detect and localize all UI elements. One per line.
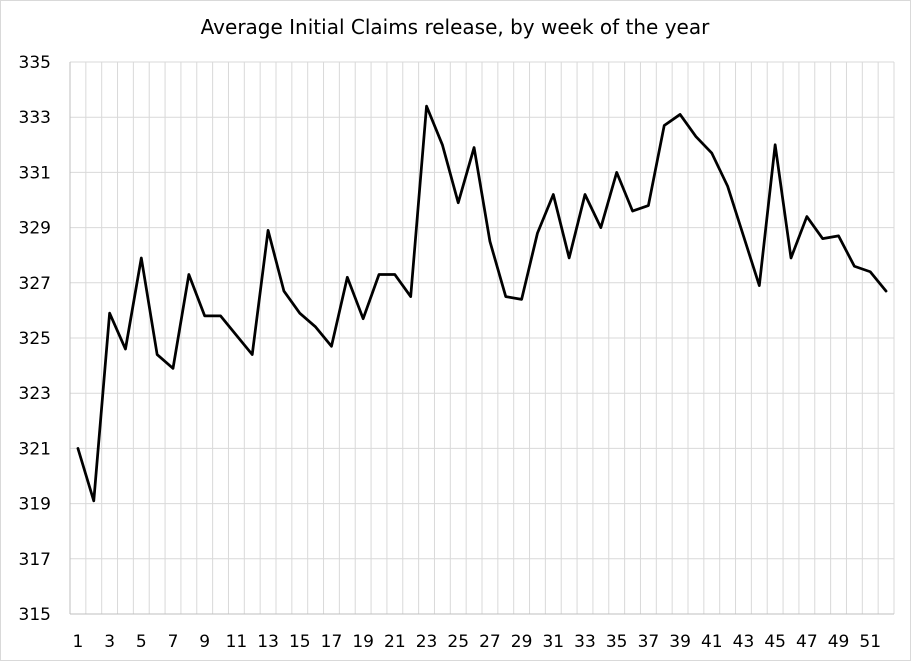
x-tick-label: 37 [638, 632, 660, 652]
x-tick-label: 21 [384, 632, 406, 652]
x-tick-label: 41 [701, 632, 723, 652]
y-axis-ticks: 315 317 319 321 323 325 327 329 331 333 335 [19, 53, 51, 625]
x-tick-label: 25 [447, 632, 469, 652]
x-tick-label: 23 [416, 632, 438, 652]
x-tick-label: 17 [321, 632, 343, 652]
x-tick-label: 43 [733, 632, 755, 652]
y-tick-label: 327 [19, 274, 51, 294]
x-tick-label: 49 [828, 632, 850, 652]
y-tick-label: 319 [19, 495, 51, 515]
x-tick-label: 51 [859, 632, 881, 652]
x-tick-label: 45 [764, 632, 786, 652]
x-tick-label: 33 [574, 632, 596, 652]
y-tick-label: 331 [19, 163, 51, 183]
gridlines [69, 61, 895, 615]
y-tick-label: 333 [19, 108, 51, 128]
series [76, 104, 888, 503]
y-tick-label: 323 [19, 384, 51, 404]
x-tick-label: 3 [104, 632, 115, 652]
x-tick-label: 11 [226, 632, 248, 652]
x-tick-label: 47 [796, 632, 818, 652]
y-tick-label: 335 [19, 53, 51, 73]
x-tick-label: 1 [73, 632, 84, 652]
x-tick-label: 9 [199, 632, 210, 652]
y-tick-label: 329 [19, 219, 51, 239]
x-tick-label: 31 [542, 632, 564, 652]
y-tick-label: 317 [19, 550, 51, 570]
series-line [76, 104, 888, 503]
x-axis-ticks: 1 3 5 7 9 11 13 15 17 19 21 23 25 27 29 31 33 35 37 39 41 43 4… [73, 632, 882, 652]
x-tick-label: 5 [136, 632, 147, 652]
x-tick-label: 19 [352, 632, 374, 652]
x-tick-label: 15 [289, 632, 311, 652]
y-tick-label: 325 [19, 329, 51, 349]
axes [69, 62, 894, 615]
x-tick-label: 7 [168, 632, 179, 652]
x-tick-label: 35 [606, 632, 628, 652]
x-tick-label: 27 [479, 632, 501, 652]
x-tick-label: 29 [511, 632, 533, 652]
y-tick-label: 315 [19, 605, 51, 625]
x-tick-label: 13 [257, 632, 279, 652]
y-tick-label: 321 [19, 439, 51, 459]
x-tick-label: 39 [669, 632, 691, 652]
chart-title: Average Initial Claims release, by week … [201, 15, 710, 39]
